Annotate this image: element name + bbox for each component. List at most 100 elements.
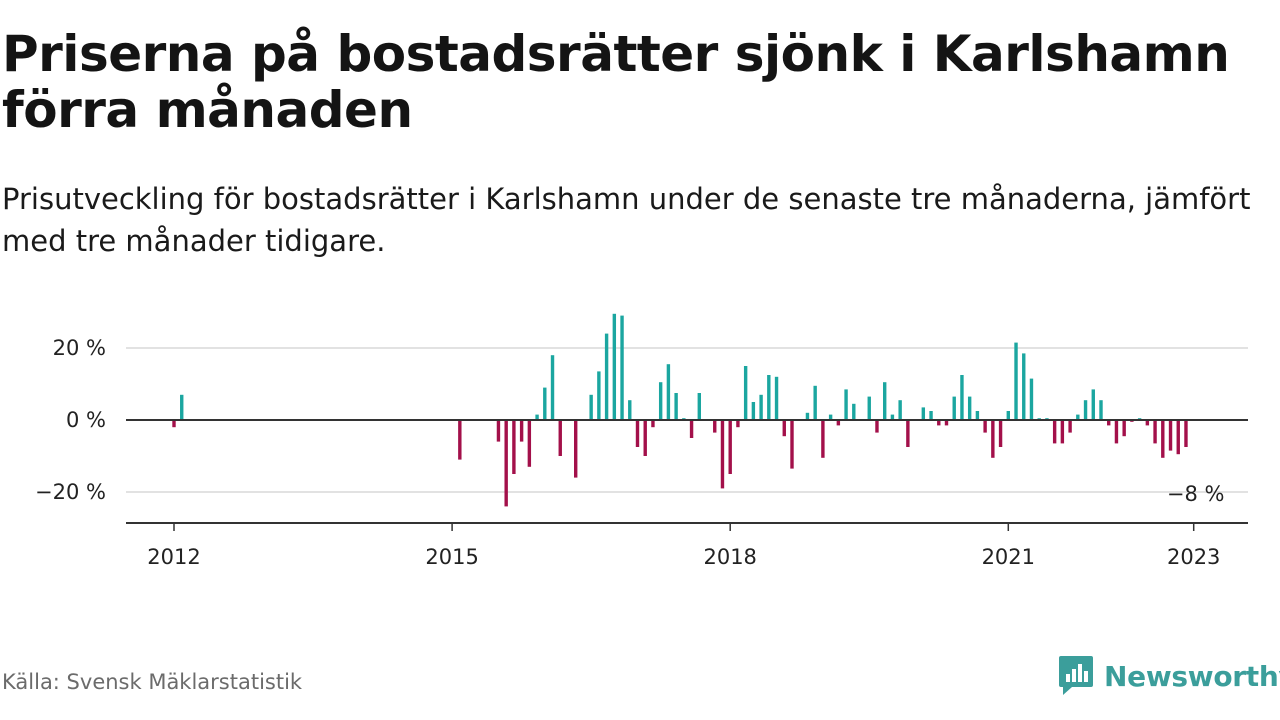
bar (751, 402, 756, 420)
bar (875, 420, 879, 433)
bar (604, 333, 609, 420)
bar (906, 420, 910, 447)
bar (574, 420, 578, 478)
y-tick-label: 0 % (66, 408, 106, 432)
bar (790, 420, 794, 469)
x-tick-label: 2018 (703, 545, 756, 569)
bar (535, 414, 539, 420)
gridlines (126, 347, 1248, 493)
bar (589, 394, 593, 420)
y-tick-label: 20 % (53, 336, 106, 360)
chart-subtitle: Prisutveckling för bostadsrätter i Karls… (2, 182, 1251, 258)
bar (774, 376, 779, 420)
bar (1107, 420, 1111, 426)
bar (1168, 420, 1173, 451)
bar (813, 385, 817, 420)
bar (998, 420, 1003, 447)
bar (550, 355, 555, 420)
bar (728, 420, 732, 474)
bar (991, 420, 995, 458)
x-tick-label: 2023 (1167, 545, 1220, 569)
bars (172, 313, 1188, 507)
bar (805, 412, 810, 420)
bar (975, 411, 980, 420)
latest-value-label: −8 % (1167, 482, 1225, 506)
bar (496, 420, 501, 442)
bar (944, 420, 949, 426)
bar-chart: 20 % 0 % −20 % 2012 2015 2018 2021 2023 −8 % (35, 313, 1248, 569)
bar (558, 420, 562, 456)
bar (1161, 420, 1165, 458)
bar (782, 420, 786, 437)
bar (519, 420, 524, 442)
bar (767, 375, 771, 420)
y-tick-label: −20 % (35, 480, 106, 504)
bar (967, 396, 972, 420)
bar (921, 407, 926, 420)
x-tick-label: 2012 (147, 545, 200, 569)
bar (1006, 411, 1010, 420)
bar (458, 420, 462, 460)
x-tick-label: 2015 (425, 545, 478, 569)
y-axis-labels: 20 % 0 % −20 % (35, 336, 106, 504)
bar (883, 382, 887, 420)
bar (697, 393, 701, 420)
bar (1083, 400, 1088, 420)
bar (666, 364, 671, 420)
annotations: −8 % (1167, 482, 1225, 506)
bar (597, 371, 601, 420)
bar (1052, 420, 1057, 444)
bar (1153, 420, 1157, 444)
bar (658, 382, 663, 420)
bar (836, 420, 841, 426)
bar (1060, 420, 1065, 444)
bar (628, 400, 632, 420)
bar (1068, 420, 1072, 433)
bar (1114, 420, 1119, 444)
bar (1184, 420, 1188, 447)
x-axis-labels: 2012 2015 2018 2021 2023 (147, 523, 1220, 569)
bar (543, 387, 547, 420)
x-tick-label: 2021 (982, 545, 1035, 569)
bar (651, 420, 655, 428)
bar (527, 420, 532, 467)
bar (1145, 420, 1150, 426)
bar (720, 420, 725, 489)
bar (512, 420, 516, 474)
bar (643, 420, 647, 456)
bar (929, 411, 933, 420)
bar (1014, 342, 1018, 420)
bar (172, 420, 176, 428)
bar (821, 420, 825, 458)
bar (960, 375, 964, 420)
bar (1076, 414, 1080, 420)
bar (1099, 400, 1103, 420)
bar (1029, 378, 1034, 420)
bar (713, 420, 717, 433)
bar (635, 420, 640, 447)
source-note: Källa: Svensk Mäklarstatistik (2, 670, 303, 694)
bar (844, 389, 848, 420)
bar (612, 313, 617, 420)
chart-title: Priserna på bostadsrätter sjönk i Karlsh… (2, 25, 1230, 139)
bar (743, 366, 748, 420)
bar (180, 394, 184, 420)
bar (1176, 420, 1180, 455)
bar (1091, 389, 1095, 420)
bar (952, 396, 956, 420)
bar (1122, 420, 1126, 437)
bar (504, 420, 508, 507)
bar (983, 420, 987, 433)
bar (898, 400, 902, 420)
bar (1022, 353, 1026, 420)
bar (890, 414, 895, 420)
bar (852, 403, 856, 420)
bar (674, 393, 678, 420)
newsworthy-logo-icon (1059, 656, 1093, 695)
brand-logo: Newsworthy (1058, 654, 1280, 698)
bar (759, 394, 763, 420)
bar (620, 315, 624, 420)
bar (689, 420, 694, 438)
bar (937, 420, 941, 426)
brand-name: Newsworthy (1104, 659, 1280, 693)
